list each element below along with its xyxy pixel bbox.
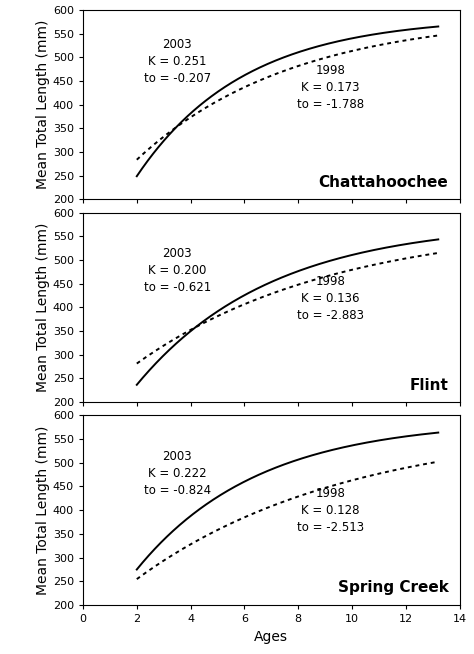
Text: 1998
K = 0.128
to = -2.513: 1998 K = 0.128 to = -2.513: [297, 487, 364, 534]
Text: 2003
K = 0.200
to = -0.621: 2003 K = 0.200 to = -0.621: [144, 247, 211, 294]
Text: 2003
K = 0.251
to = -0.207: 2003 K = 0.251 to = -0.207: [144, 39, 211, 86]
X-axis label: Ages: Ages: [255, 630, 288, 644]
Y-axis label: Mean Total Length (mm): Mean Total Length (mm): [36, 426, 50, 595]
Y-axis label: Mean Total Length (mm): Mean Total Length (mm): [36, 223, 50, 392]
Text: 2003
K = 0.222
to = -0.824: 2003 K = 0.222 to = -0.824: [144, 450, 211, 497]
Text: 1998
K = 0.173
to = -1.788: 1998 K = 0.173 to = -1.788: [297, 65, 364, 111]
Text: Chattahoochee: Chattahoochee: [319, 175, 448, 190]
Text: Flint: Flint: [410, 377, 448, 392]
Text: Spring Creek: Spring Creek: [337, 581, 448, 596]
Text: 1998
K = 0.136
to = -2.883: 1998 K = 0.136 to = -2.883: [297, 275, 364, 322]
Y-axis label: Mean Total Length (mm): Mean Total Length (mm): [36, 20, 50, 189]
